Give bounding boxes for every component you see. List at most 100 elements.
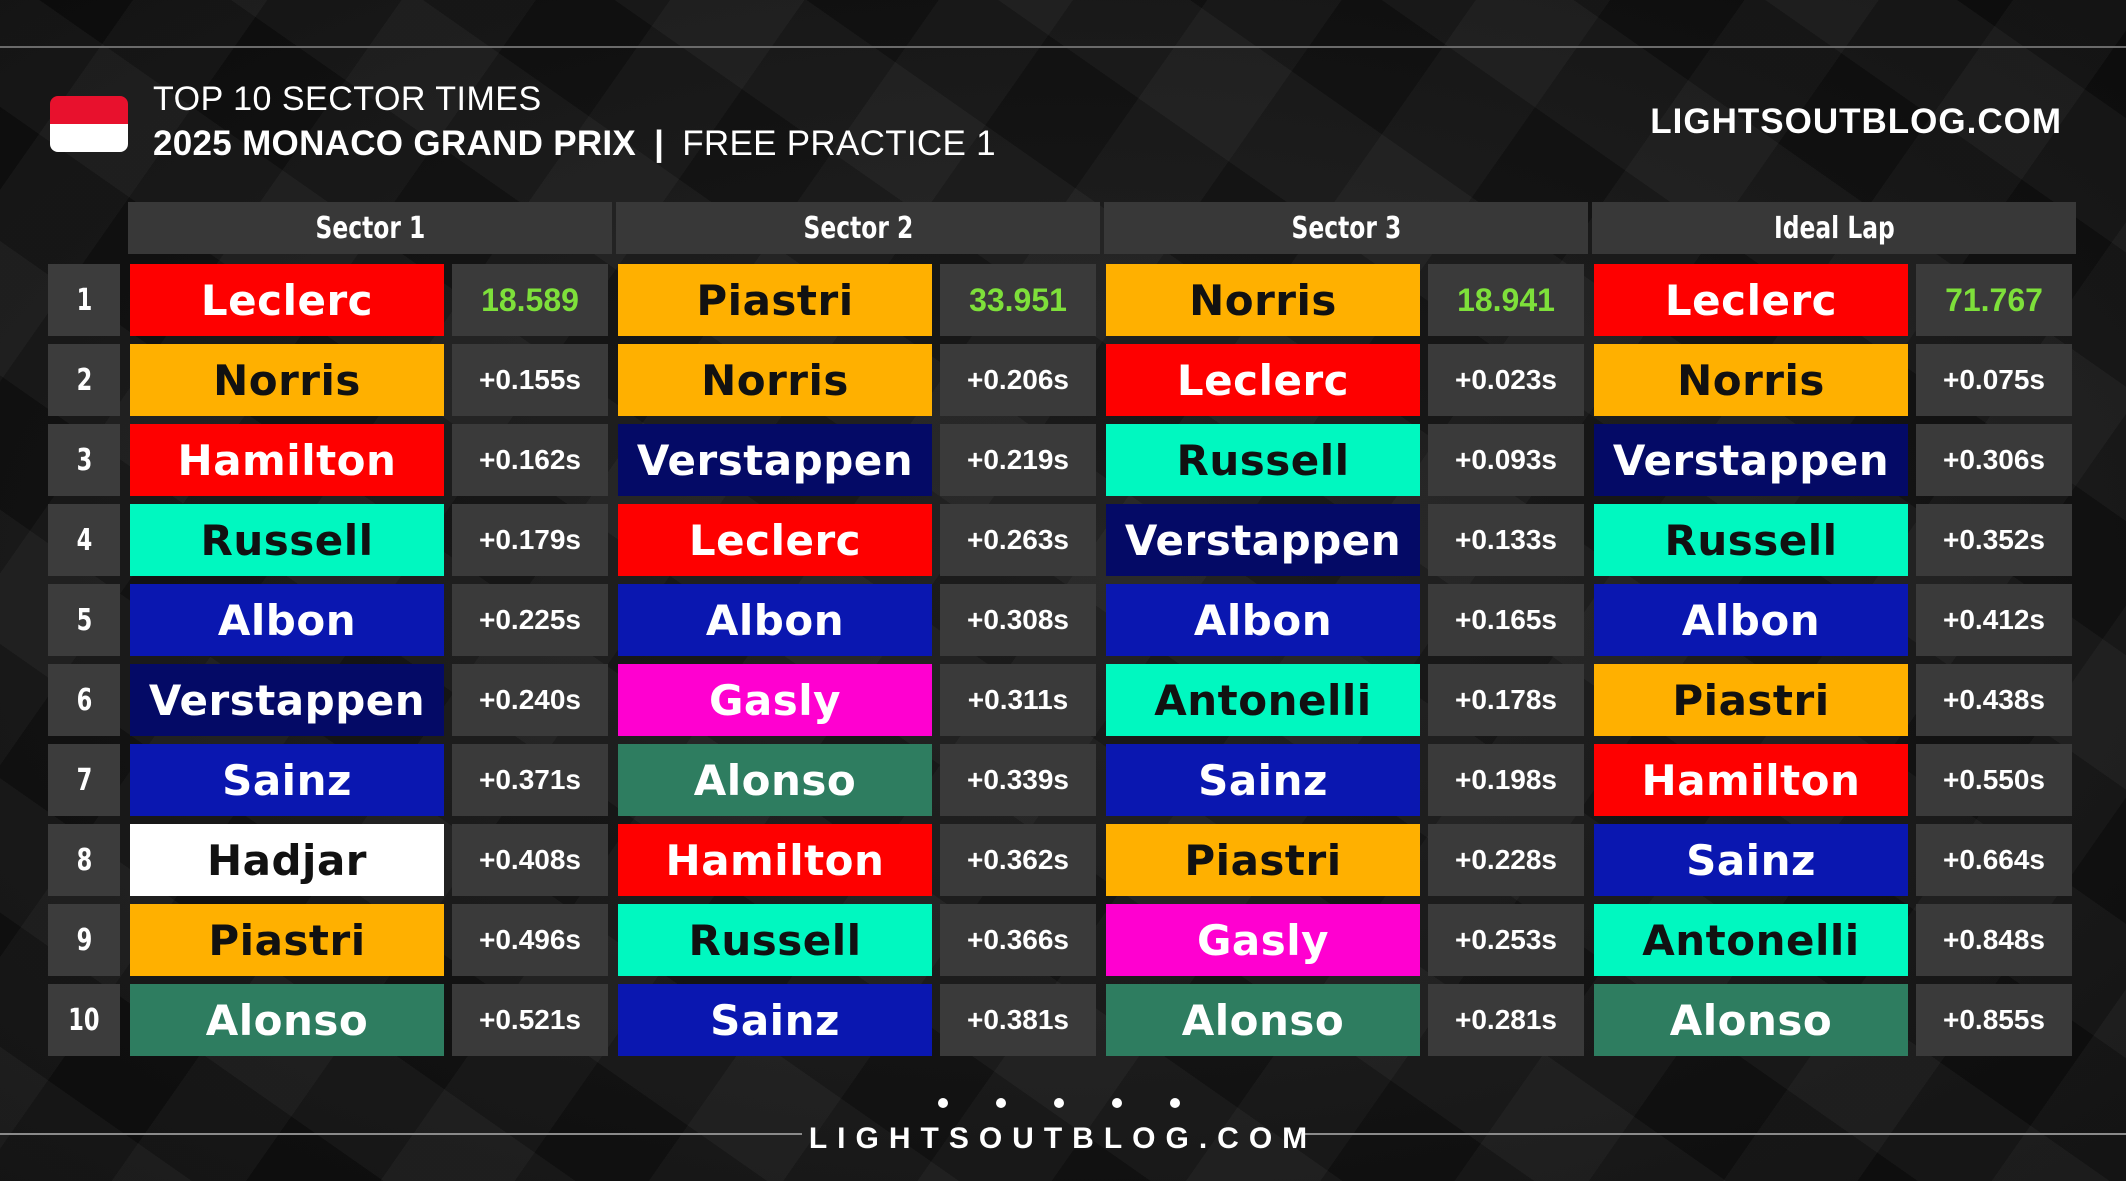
sector-1-driver-cell: Russell [130, 504, 444, 576]
position-cell: 7 [48, 744, 120, 816]
sector-3-gap-cell: +0.165s [1428, 584, 1584, 656]
sector-2-driver-cell: Sainz [618, 984, 932, 1056]
sector-2-gap-cell: +0.308s [940, 584, 1096, 656]
sector-2-best-time: 33.951 [940, 264, 1096, 336]
sector-1-gap-cell: +0.408s [452, 824, 608, 896]
sector-1-gap-cell: +0.371s [452, 744, 608, 816]
sector-3-driver-cell: Leclerc [1106, 344, 1420, 416]
ideal-lap-gap-cell: +0.848s [1916, 904, 2072, 976]
sector-3-gap-cell: +0.023s [1428, 344, 1584, 416]
sector-1-gap-cell: +0.521s [452, 984, 608, 1056]
position-number: 3 [76, 442, 92, 478]
sector-1-driver-cell: Leclerc [130, 264, 444, 336]
sector-3-gap-cell: +0.228s [1428, 824, 1584, 896]
sector-2-gap-cell: +0.311s [940, 664, 1096, 736]
position-cell: 5 [48, 584, 120, 656]
sector-3-driver-cell: Russell [1106, 424, 1420, 496]
footer-line-right [1304, 1133, 2126, 1135]
top-divider [0, 46, 2126, 48]
ideal-lap-driver-cell: Alonso [1594, 984, 1908, 1056]
sector-1-gap-cell: +0.162s [452, 424, 608, 496]
sector-2-driver-cell: Hamilton [618, 824, 932, 896]
position-number: 9 [76, 922, 92, 958]
sector-2-driver-cell: Leclerc [618, 504, 932, 576]
sector-3-gap-cell: +0.133s [1428, 504, 1584, 576]
sector-2-driver-cell: Gasly [618, 664, 932, 736]
footer-line-left [0, 1133, 802, 1135]
sector-1-driver-cell: Verstappen [130, 664, 444, 736]
ideal-lap-gap-cell: +0.855s [1916, 984, 2072, 1056]
sector-1-driver-cell: Hamilton [130, 424, 444, 496]
ideal-lap-gap-cell: +0.306s [1916, 424, 2072, 496]
sector-3-header-label: Sector 3 [1291, 210, 1401, 246]
sector-1-gap-cell: +0.496s [452, 904, 608, 976]
graphic-subtitle: 2025 MONACO GRAND PRIX | FREE PRACTICE 1 [153, 124, 996, 164]
event-name: 2025 MONACO GRAND PRIX [153, 124, 637, 163]
ideal-lap-driver-cell: Sainz [1594, 824, 1908, 896]
sector-1-header-label: Sector 1 [315, 210, 425, 246]
ideal-lap-driver-cell: Russell [1594, 504, 1908, 576]
position-number: 2 [76, 362, 92, 398]
ideal-lap-driver-cell: Leclerc [1594, 264, 1908, 336]
ideal-lap-gap-cell: +0.438s [1916, 664, 2072, 736]
sector-3-gap-cell: +0.093s [1428, 424, 1584, 496]
footer-brand: LIGHTSOUTBLOG.COM [808, 1122, 1318, 1155]
position-cell: 2 [48, 344, 120, 416]
sector-2-gap-cell: +0.366s [940, 904, 1096, 976]
session-name: FREE PRACTICE 1 [682, 124, 996, 163]
position-number: 8 [76, 842, 92, 878]
position-cell: 4 [48, 504, 120, 576]
sector-3-gap-cell: +0.281s [1428, 984, 1584, 1056]
position-number: 10 [68, 1002, 100, 1038]
sector-2-driver-cell: Russell [618, 904, 932, 976]
sector-1-gap-cell: +0.155s [452, 344, 608, 416]
ideal-lap-gap-cell: +0.664s [1916, 824, 2072, 896]
position-number: 6 [76, 682, 92, 718]
ideal-lap-header-label: Ideal Lap [1773, 210, 1895, 246]
sector-2-gap-cell: +0.381s [940, 984, 1096, 1056]
ideal-lap-gap-cell: +0.412s [1916, 584, 2072, 656]
ideal-lap-gap-cell: +0.352s [1916, 504, 2072, 576]
sector-1-best-time: 18.589 [452, 264, 608, 336]
position-number: 4 [76, 522, 92, 558]
sector-1-gap-cell: +0.225s [452, 584, 608, 656]
position-cell: 10 [48, 984, 120, 1056]
sector-3-gap-cell: +0.178s [1428, 664, 1584, 736]
position-number: 1 [76, 282, 92, 318]
sector-2-header-label: Sector 2 [803, 210, 913, 246]
ideal-lap-driver-cell: Antonelli [1594, 904, 1908, 976]
ideal-lap-driver-cell: Piastri [1594, 664, 1908, 736]
sector-3-driver-cell: Antonelli [1106, 664, 1420, 736]
ideal-lap-driver-cell: Verstappen [1594, 424, 1908, 496]
sector-1-driver-cell: Albon [130, 584, 444, 656]
sector-3-driver-cell: Gasly [1106, 904, 1420, 976]
sector-2-gap-cell: +0.219s [940, 424, 1096, 496]
sector-2-header: Sector 2 [616, 202, 1100, 254]
brand-logo-text: LIGHTSOUTBLOG.COM [1650, 102, 2062, 141]
ideal-lap-driver-cell: Hamilton [1594, 744, 1908, 816]
sector-3-driver-cell: Albon [1106, 584, 1420, 656]
ideal-lap-best-time: 71.767 [1916, 264, 2072, 336]
graphic-title: TOP 10 SECTOR TIMES [153, 80, 542, 118]
sector-2-gap-cell: +0.263s [940, 504, 1096, 576]
sector-2-driver-cell: Norris [618, 344, 932, 416]
sector-2-gap-cell: +0.362s [940, 824, 1096, 896]
position-number: 7 [76, 762, 92, 798]
position-cell: 6 [48, 664, 120, 736]
sector-3-best-time: 18.941 [1428, 264, 1584, 336]
position-cell: 9 [48, 904, 120, 976]
sector-1-driver-cell: Norris [130, 344, 444, 416]
sector-2-driver-cell: Albon [618, 584, 932, 656]
sector-1-driver-cell: Piastri [130, 904, 444, 976]
ideal-lap-gap-cell: +0.075s [1916, 344, 2072, 416]
sector-1-gap-cell: +0.240s [452, 664, 608, 736]
sector-3-driver-cell: Alonso [1106, 984, 1420, 1056]
sector-2-gap-cell: +0.206s [940, 344, 1096, 416]
sector-3-driver-cell: Sainz [1106, 744, 1420, 816]
ideal-lap-driver-cell: Norris [1594, 344, 1908, 416]
position-cell: 1 [48, 264, 120, 336]
ideal-lap-header: Ideal Lap [1592, 202, 2076, 254]
monaco-flag-icon [50, 96, 128, 152]
sector-1-gap-cell: +0.179s [452, 504, 608, 576]
sector-1-driver-cell: Sainz [130, 744, 444, 816]
